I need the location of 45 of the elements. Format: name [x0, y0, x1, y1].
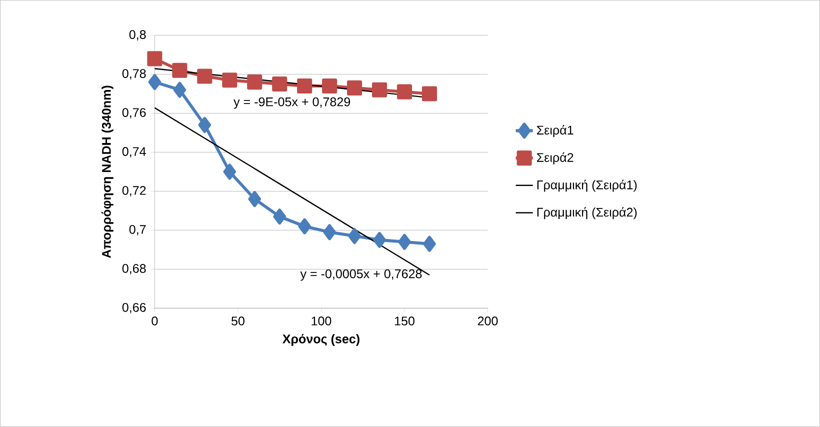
point — [172, 62, 188, 78]
point — [348, 228, 361, 244]
legend-label: Σειρά1 — [536, 125, 574, 138]
y-tick-label: 0,7 — [129, 225, 146, 236]
point — [272, 76, 288, 92]
point — [422, 86, 437, 102]
y-axis-title: Απορρόφηση NADH (340nm) — [102, 86, 114, 258]
point — [347, 80, 362, 96]
annotation: y = -0,0005x + 0,7628 — [300, 269, 422, 281]
point — [148, 74, 162, 90]
x-tick-label: 50 — [231, 316, 244, 326]
annotation: y = -9E-05x + 0,7829 — [234, 98, 350, 109]
y-tick-label: 0,68 — [122, 264, 146, 274]
y-tick-label: 0,66 — [122, 303, 146, 314]
point — [322, 78, 338, 94]
point — [298, 218, 311, 234]
point — [223, 164, 236, 180]
legend-label: Σειρά2 — [536, 152, 574, 165]
point — [248, 191, 262, 208]
legend-label: Γραμμική (Σειρά1) — [537, 180, 637, 192]
point — [372, 82, 388, 98]
point — [297, 78, 312, 94]
y-tick-label: 0,78 — [122, 69, 146, 80]
point — [198, 117, 212, 134]
point — [396, 84, 412, 100]
point — [173, 82, 186, 98]
point — [398, 234, 411, 250]
x-tick-label: 100 — [312, 316, 332, 326]
point — [423, 236, 436, 252]
x-tick-label: 150 — [394, 316, 414, 326]
y-tick-label: 0,76 — [122, 108, 146, 119]
point — [273, 208, 286, 225]
point — [197, 68, 212, 84]
point — [222, 72, 238, 88]
point — [373, 232, 386, 248]
y-tick-label: 0,8 — [129, 30, 146, 41]
point — [247, 74, 262, 90]
y-tick-label: 0,72 — [122, 186, 146, 197]
x-axis-title: Χρόνος (sec) — [282, 334, 360, 346]
legend-label: Γραμμική (Σειρά2) — [537, 207, 637, 220]
y-tick-label: 0,74 — [122, 147, 146, 158]
x-tick-label: 0 — [152, 316, 158, 326]
point — [147, 51, 162, 66]
point — [323, 224, 336, 240]
x-tick-label: 200 — [478, 316, 498, 326]
